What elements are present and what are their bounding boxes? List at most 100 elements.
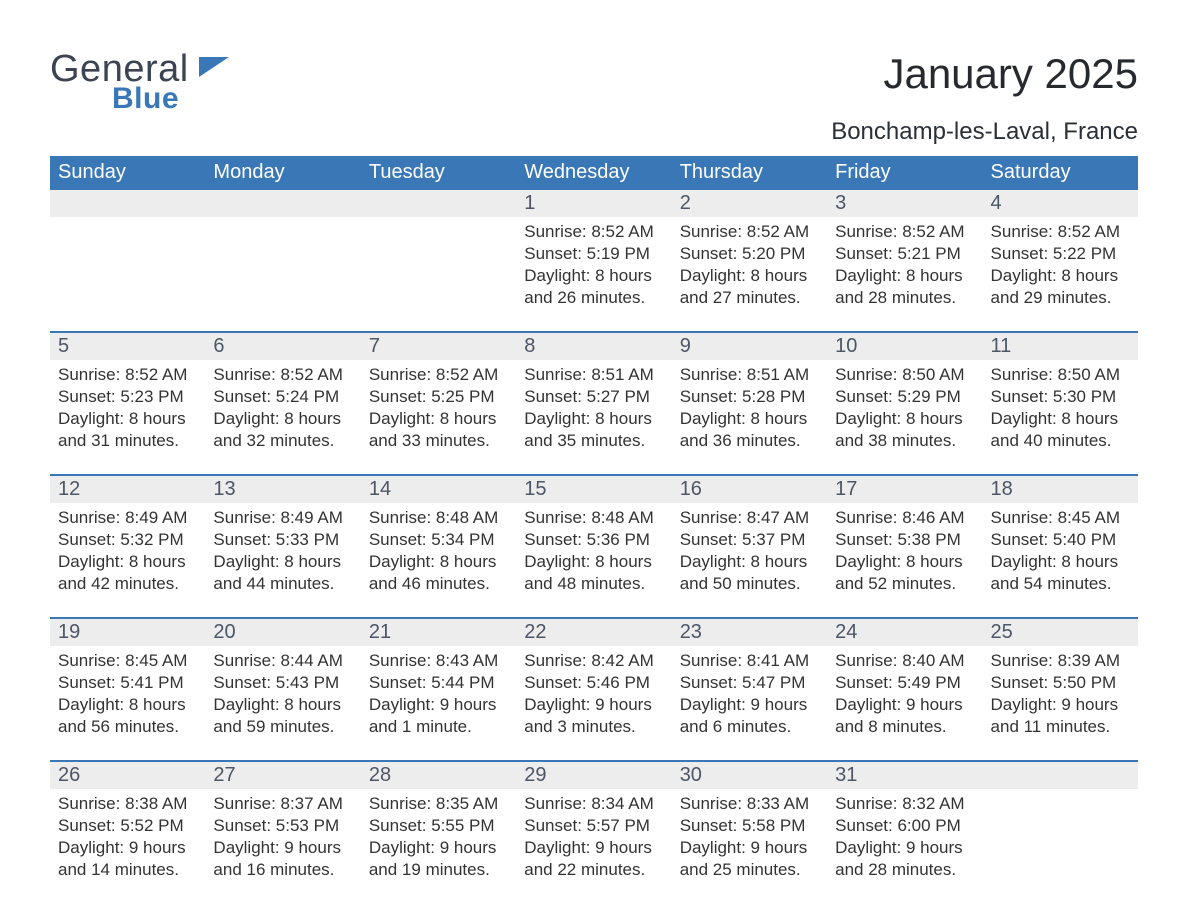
day-line: Sunset: 5:37 PM	[680, 529, 819, 551]
day-line: Sunset: 5:27 PM	[524, 386, 663, 408]
day-line: Sunrise: 8:48 AM	[369, 507, 508, 529]
day-line: and 31 minutes.	[58, 430, 197, 452]
day-line: Sunset: 5:55 PM	[369, 815, 508, 837]
day-line: Daylight: 9 hours	[58, 837, 197, 859]
day-number-row: 567891011	[50, 331, 1138, 360]
day-line: and 59 minutes.	[213, 716, 352, 738]
day-line: and 11 minutes.	[991, 716, 1130, 738]
day-number: 13	[205, 476, 360, 503]
day-line: Sunrise: 8:52 AM	[213, 364, 352, 386]
day-line: Sunrise: 8:49 AM	[58, 507, 197, 529]
day-line: Sunrise: 8:35 AM	[369, 793, 508, 815]
day-line: and 35 minutes.	[524, 430, 663, 452]
day-content: Sunrise: 8:49 AMSunset: 5:33 PMDaylight:…	[205, 503, 360, 611]
day-line: Daylight: 8 hours	[835, 265, 974, 287]
calendar: Sunday Monday Tuesday Wednesday Thursday…	[50, 156, 1138, 897]
day-line: Daylight: 8 hours	[680, 551, 819, 573]
day-line: Daylight: 8 hours	[991, 408, 1130, 430]
day-line: and 40 minutes.	[991, 430, 1130, 452]
day-line: and 46 minutes.	[369, 573, 508, 595]
day-line: Sunset: 5:20 PM	[680, 243, 819, 265]
day-number: 10	[827, 333, 982, 360]
day-line: Sunrise: 8:45 AM	[991, 507, 1130, 529]
location-subtitle: Bonchamp-les-Laval, France	[831, 118, 1138, 146]
day-line: Sunrise: 8:41 AM	[680, 650, 819, 672]
day-number: 1	[516, 190, 671, 217]
day-line: Sunrise: 8:52 AM	[991, 221, 1130, 243]
day-line: Daylight: 8 hours	[835, 551, 974, 573]
day-line: Sunset: 5:41 PM	[58, 672, 197, 694]
day-number: 5	[50, 333, 205, 360]
day-line: and 29 minutes.	[991, 287, 1130, 309]
day-content: Sunrise: 8:52 AMSunset: 5:24 PMDaylight:…	[205, 360, 360, 468]
day-line: Daylight: 8 hours	[213, 551, 352, 573]
brand-text: General Blue	[50, 50, 233, 114]
day-line: Sunset: 5:33 PM	[213, 529, 352, 551]
day-line: Sunrise: 8:37 AM	[213, 793, 352, 815]
day-line: and 22 minutes.	[524, 859, 663, 881]
day-line: Sunset: 5:22 PM	[991, 243, 1130, 265]
day-line: Daylight: 8 hours	[835, 408, 974, 430]
day-content: Sunrise: 8:38 AMSunset: 5:52 PMDaylight:…	[50, 789, 205, 897]
day-line: and 8 minutes.	[835, 716, 974, 738]
day-number: 4	[983, 190, 1138, 217]
day-line: and 6 minutes.	[680, 716, 819, 738]
day-line: Daylight: 8 hours	[680, 408, 819, 430]
day-line: and 44 minutes.	[213, 573, 352, 595]
calendar-week: 567891011Sunrise: 8:52 AMSunset: 5:23 PM…	[50, 331, 1138, 468]
day-content-row: Sunrise: 8:45 AMSunset: 5:41 PMDaylight:…	[50, 646, 1138, 754]
day-line: Daylight: 8 hours	[58, 551, 197, 573]
day-content: Sunrise: 8:51 AMSunset: 5:28 PMDaylight:…	[672, 360, 827, 468]
day-line: Sunset: 5:43 PM	[213, 672, 352, 694]
day-line: Daylight: 9 hours	[524, 837, 663, 859]
day-line: Sunset: 5:34 PM	[369, 529, 508, 551]
day-content: Sunrise: 8:33 AMSunset: 5:58 PMDaylight:…	[672, 789, 827, 897]
day-line: Sunset: 5:24 PM	[213, 386, 352, 408]
day-line: Sunrise: 8:52 AM	[58, 364, 197, 386]
day-line: Daylight: 9 hours	[524, 694, 663, 716]
day-content: Sunrise: 8:52 AMSunset: 5:21 PMDaylight:…	[827, 217, 982, 325]
day-number: 20	[205, 619, 360, 646]
day-content	[983, 789, 1138, 897]
day-number-row: 19202122232425	[50, 617, 1138, 646]
weekday-header: Thursday	[672, 156, 827, 190]
day-line: Sunrise: 8:52 AM	[680, 221, 819, 243]
day-line: and 27 minutes.	[680, 287, 819, 309]
day-line: Sunrise: 8:42 AM	[524, 650, 663, 672]
weekday-header: Monday	[205, 156, 360, 190]
day-content: Sunrise: 8:42 AMSunset: 5:46 PMDaylight:…	[516, 646, 671, 754]
calendar-week: 262728293031Sunrise: 8:38 AMSunset: 5:52…	[50, 760, 1138, 897]
day-line: Sunrise: 8:32 AM	[835, 793, 974, 815]
weekday-header-row: Sunday Monday Tuesday Wednesday Thursday…	[50, 156, 1138, 190]
day-number: 24	[827, 619, 982, 646]
day-line: and 32 minutes.	[213, 430, 352, 452]
day-content: Sunrise: 8:34 AMSunset: 5:57 PMDaylight:…	[516, 789, 671, 897]
day-number	[983, 762, 1138, 789]
day-line: Sunrise: 8:46 AM	[835, 507, 974, 529]
day-line: and 52 minutes.	[835, 573, 974, 595]
day-line: Daylight: 8 hours	[58, 694, 197, 716]
brand-logo: General Blue	[50, 50, 233, 114]
day-content-row: Sunrise: 8:49 AMSunset: 5:32 PMDaylight:…	[50, 503, 1138, 611]
day-content: Sunrise: 8:51 AMSunset: 5:27 PMDaylight:…	[516, 360, 671, 468]
day-line: Sunset: 5:21 PM	[835, 243, 974, 265]
day-number	[361, 190, 516, 217]
day-line: and 33 minutes.	[369, 430, 508, 452]
day-line: Sunrise: 8:48 AM	[524, 507, 663, 529]
day-number: 3	[827, 190, 982, 217]
day-line: Sunrise: 8:40 AM	[835, 650, 974, 672]
day-number: 12	[50, 476, 205, 503]
day-content: Sunrise: 8:45 AMSunset: 5:41 PMDaylight:…	[50, 646, 205, 754]
day-line: Sunrise: 8:50 AM	[835, 364, 974, 386]
day-line: Sunset: 5:47 PM	[680, 672, 819, 694]
day-content: Sunrise: 8:32 AMSunset: 6:00 PMDaylight:…	[827, 789, 982, 897]
day-line: Sunset: 5:32 PM	[58, 529, 197, 551]
day-line: Sunrise: 8:34 AM	[524, 793, 663, 815]
day-line: Daylight: 8 hours	[369, 408, 508, 430]
day-line: and 54 minutes.	[991, 573, 1130, 595]
day-line: and 3 minutes.	[524, 716, 663, 738]
day-number: 28	[361, 762, 516, 789]
weekday-header: Tuesday	[361, 156, 516, 190]
weekday-header: Saturday	[983, 156, 1138, 190]
day-line: Daylight: 8 hours	[213, 694, 352, 716]
